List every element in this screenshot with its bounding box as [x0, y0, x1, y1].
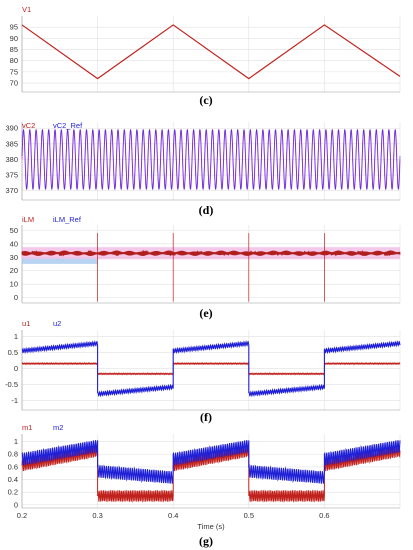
panel-g: 0 0.2 0.4 0.6 0.8 1 0.2 0.3 0.4 0.5 0.6 m1 m2 Tim… — [8, 423, 401, 548]
panel-e-series — [21, 233, 401, 302]
panel-d: 370 375 380 385 390 vC2 vC2_Ref (d) — [5, 121, 401, 217]
caption-e: (e) — [199, 306, 212, 320]
y-tick-label: 0.6 — [8, 462, 18, 471]
series-line-m2 — [21, 440, 401, 484]
panel-e-yticks: 0 10 20 30 40 50 — [10, 226, 18, 302]
legend-u1: u1 — [22, 319, 30, 328]
legend-m2: m2 — [53, 423, 63, 432]
y-tick-label: -0.5 — [5, 380, 18, 389]
y-tick-label: 0 — [14, 500, 18, 509]
y-tick-label: 0 — [14, 293, 18, 302]
panel-c-series — [21, 24, 401, 80]
caption-d: (d) — [199, 203, 214, 217]
y-tick-label: -1 — [11, 396, 18, 405]
legend-ilm: iLM — [22, 215, 34, 224]
y-tick-label: 0.5 — [8, 348, 18, 357]
y-tick-label: 10 — [10, 280, 18, 289]
panel-f-yticks: -1 -0.5 0 0.5 1 — [5, 332, 18, 405]
ilm-ref-ripple — [21, 258, 98, 265]
y-tick-label: 40 — [10, 239, 18, 248]
panel-e-grid — [21, 225, 401, 304]
legend-u2: u2 — [53, 319, 61, 328]
legend-ilm-ref: iLM_Ref — [53, 215, 82, 224]
panel-c: 70 75 80 85 90 95 V1 (c) — [10, 5, 401, 107]
y-tick-label: 80 — [10, 56, 18, 65]
panel-d-series — [21, 128, 401, 191]
panel-c-grid — [21, 16, 401, 93]
y-tick-label: 75 — [10, 67, 18, 76]
y-tick-label: 0 — [14, 364, 18, 373]
y-tick-label: 95 — [10, 23, 18, 32]
y-tick-label: 1 — [14, 332, 18, 341]
x-tick-label: 0.5 — [244, 511, 254, 520]
legend-vc2-ref: vC2_Ref — [53, 121, 83, 130]
y-tick-label: 85 — [10, 45, 18, 54]
panel-g-yticks: 0 0.2 0.4 0.6 0.8 1 — [8, 437, 18, 509]
y-tick-label: 385 — [5, 139, 18, 148]
y-tick-label: 0.2 — [8, 488, 18, 497]
y-tick-label: 0.8 — [8, 450, 18, 459]
y-tick-label: 90 — [10, 34, 18, 43]
series-line-u1 — [21, 361, 401, 376]
x-tick-label: 0.4 — [168, 511, 178, 520]
x-tick-label: 0.2 — [17, 511, 27, 520]
series-line-vc2-ref — [21, 128, 401, 191]
y-tick-label: 390 — [5, 124, 18, 133]
panel-g-series — [21, 440, 401, 503]
y-tick-label: 70 — [10, 79, 18, 88]
caption-c: (c) — [199, 93, 212, 107]
y-tick-label: 1 — [14, 437, 18, 446]
caption-g: (g) — [199, 534, 213, 548]
y-tick-label: 30 — [10, 253, 18, 262]
y-tick-label: 375 — [5, 171, 18, 180]
legend-vc2: vC2 — [22, 121, 35, 130]
panel-c-yticks: 70 75 80 85 90 95 — [10, 23, 18, 88]
x-axis-label: Time (s) — [197, 522, 225, 531]
panel-g-xticks: 0.2 0.3 0.4 0.5 0.6 — [17, 511, 330, 520]
x-tick-label: 0.3 — [92, 511, 102, 520]
series-line-u2 — [21, 340, 401, 398]
x-tick-label: 0.6 — [319, 511, 329, 520]
panel-d-yticks: 370 375 380 385 390 — [5, 124, 18, 195]
panel-f-grid — [21, 330, 401, 411]
caption-f: (f) — [200, 410, 212, 424]
panel-f-series — [21, 340, 401, 398]
y-tick-label: 50 — [10, 226, 18, 235]
y-tick-label: 0.4 — [8, 475, 18, 484]
y-tick-label: 20 — [10, 266, 18, 275]
series-line-v1 — [21, 24, 401, 80]
panel-e: 0 10 20 30 40 50 iLM iLM_Ref (e) — [10, 215, 401, 320]
panel-f: -1 -0.5 0 0.5 1 u1 u2 (f) — [5, 319, 401, 424]
y-tick-label: 370 — [5, 186, 18, 195]
legend-m1: m1 — [22, 423, 32, 432]
series-line-ilm — [21, 249, 401, 257]
y-tick-label: 380 — [5, 155, 18, 164]
legend-v1: V1 — [22, 5, 31, 14]
